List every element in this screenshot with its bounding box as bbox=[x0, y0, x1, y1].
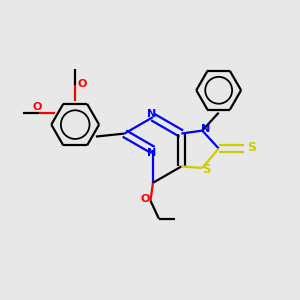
Text: N: N bbox=[147, 148, 156, 158]
Text: S: S bbox=[247, 140, 256, 154]
Text: O: O bbox=[140, 194, 150, 204]
Text: N: N bbox=[201, 124, 211, 134]
Text: N: N bbox=[147, 109, 156, 119]
Text: O: O bbox=[77, 79, 86, 89]
Text: O: O bbox=[33, 102, 42, 112]
Text: S: S bbox=[202, 163, 211, 176]
